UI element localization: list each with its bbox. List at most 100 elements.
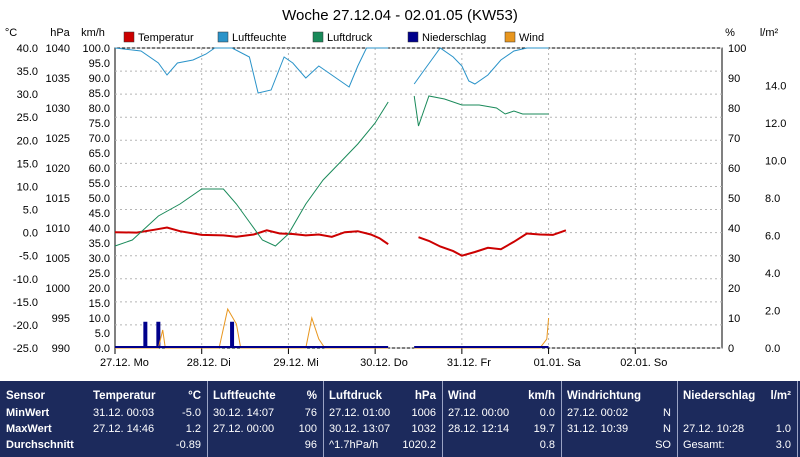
stats-cell-time: 30.12. 14:07 <box>213 407 275 419</box>
legend-label: Temperatur <box>138 32 194 44</box>
rain-tick-label: 6.0 <box>765 231 780 243</box>
niederschlag-bar <box>230 321 235 348</box>
stats-cell-value: N <box>663 423 671 435</box>
pressure-tick-label: 1030 <box>46 103 70 115</box>
temperature-tick-label: 35.0 <box>17 66 38 78</box>
wind-tick-label: 95.0 <box>89 58 110 70</box>
humidity-tick-label: 30 <box>728 253 740 265</box>
wind-tick-label: 65.0 <box>89 148 110 160</box>
niederschlag-bar <box>143 321 148 348</box>
stats-cell-value: 1006 <box>411 407 436 419</box>
temperature-tick-label: -10.0 <box>13 274 38 286</box>
wind-line <box>115 307 389 349</box>
niederschlag-bar <box>156 321 161 348</box>
stats-cell-value: N <box>663 407 671 419</box>
pressure-tick-label: 1040 <box>46 43 70 55</box>
stats-cell-time: 27.12. 00:02 <box>567 407 629 419</box>
wind-tick-label: 45.0 <box>89 208 110 220</box>
stats-cell-value: 1032 <box>411 423 436 435</box>
humidity-tick-label: 50 <box>728 193 740 205</box>
stats-column-unit: km/h <box>528 390 555 402</box>
stats-cell-value: -0.89 <box>175 439 201 451</box>
stats-column-header: Windrichtung <box>567 390 641 402</box>
wind-tick-label: 30.0 <box>89 253 110 265</box>
stats-cell-value: SO <box>655 439 671 451</box>
x-tick-label: 29.12. Mi <box>273 357 318 369</box>
wind-tick-label: 50.0 <box>89 193 110 205</box>
stats-column-luftfeuchte: Luftfeuchte% 30.12. 14:07 76 27.12. 00:00 10… <box>207 381 323 457</box>
wind-tick-label: 90.0 <box>89 73 110 85</box>
temperature-tick-label: -15.0 <box>13 297 38 309</box>
rain-tick-label: 0.0 <box>765 343 780 355</box>
pressure-tick-label: 1015 <box>46 193 70 205</box>
stats-row-label-max: MaxWert <box>6 423 52 435</box>
pressure-tick-label: 1000 <box>46 283 70 295</box>
temperatur-line <box>114 226 389 246</box>
pressure-tick-label: 995 <box>52 313 70 325</box>
wind-axis-unit: km/h <box>81 27 105 39</box>
humidity-tick-label: 90 <box>728 73 740 85</box>
temperature-axis-unit: °C <box>5 27 17 39</box>
stats-column-unit: % <box>306 390 317 402</box>
rain-tick-label: 14.0 <box>765 81 786 93</box>
stats-sensor-header: Sensor <box>6 390 45 402</box>
luftfeuchte-line <box>413 47 549 85</box>
humidity-tick-label: 100 <box>728 43 746 55</box>
stats-cell-time: 27.12. 14:46 <box>93 423 155 435</box>
temperature-tick-label: 40.0 <box>17 43 38 55</box>
legend-swatch <box>123 31 135 43</box>
stats-sensor-column: Sensor MinWert MaxWert Durchschnitt <box>0 381 88 457</box>
stats-column-niederschlag: Niederschlag l/m² 27.12. 10:28 1.0 Gesamt: 3.… <box>677 381 797 457</box>
wind-tick-label: 5.0 <box>95 328 110 340</box>
statistics-table: Sensor MinWert MaxWert Durchschnitt Temp… <box>0 381 800 457</box>
rain-tick-label: 12.0 <box>765 118 786 130</box>
pressure-tick-label: 990 <box>52 343 70 355</box>
luftdruck-line <box>413 95 549 127</box>
stats-column-header: Wind <box>448 390 476 402</box>
rain-tick-label: 10.0 <box>765 156 786 168</box>
temperatur-line <box>418 229 567 257</box>
x-tick-label: 27.12. Mo <box>100 357 149 369</box>
legend-label: Niederschlag <box>422 32 486 44</box>
pressure-tick-label: 1005 <box>46 253 70 265</box>
wind-tick-label: 40.0 <box>89 223 110 235</box>
stats-row-label-min: MinWert <box>6 407 50 419</box>
temperature-tick-label: -25.0 <box>13 343 38 355</box>
stats-cell-value: 1020.2 <box>402 439 436 451</box>
temperature-tick-label: 20.0 <box>17 135 38 147</box>
humidity-tick-label: 20 <box>728 283 740 295</box>
temperature-tick-label: 25.0 <box>17 112 38 124</box>
wind-tick-label: 15.0 <box>89 298 110 310</box>
humidity-tick-label: 60 <box>728 163 740 175</box>
temperature-tick-label: -20.0 <box>13 320 38 332</box>
stats-column-unit: °C <box>188 390 201 402</box>
stats-cell-value: 96 <box>304 439 317 451</box>
stats-cell-time: Gesamt: <box>683 439 725 451</box>
wind-tick-label: 10.0 <box>89 313 110 325</box>
humidity-tick-label: 80 <box>728 103 740 115</box>
stats-cell-value: 1.2 <box>185 423 201 435</box>
x-tick-label: 28.12. Di <box>187 357 231 369</box>
wind-tick-label: 70.0 <box>89 133 110 145</box>
stats-column-wind: Wind km/h 27.12. 00:00 0.0 28.12. 12:14 19.7 0… <box>442 381 561 457</box>
stats-cell-value: -5.0 <box>182 407 201 419</box>
temperature-tick-label: 15.0 <box>17 158 38 170</box>
wind-tick-label: 100.0 <box>82 43 110 55</box>
pressure-tick-label: 1010 <box>46 223 70 235</box>
stats-cell-value: 19.7 <box>533 423 555 435</box>
stats-column-temperatur: Temperatur °C 31.12. 00:03 -5.0 27.12. 14:46… <box>88 381 207 457</box>
temperature-tick-label: 5.0 <box>23 205 38 217</box>
stats-row-label-avg: Durchschnitt <box>6 439 74 451</box>
stats-cell-time: ^1.7hPa/h <box>329 439 379 451</box>
stats-column-unit: hPa <box>414 390 436 402</box>
stats-cell-value: 0.0 <box>539 407 555 419</box>
plot-frame <box>114 47 723 349</box>
legend-label: Luftfeuchte <box>232 32 286 44</box>
humidity-tick-label: 40 <box>728 223 740 235</box>
stats-cell-value: 3.0 <box>775 439 791 451</box>
stats-column-unit: l/m² <box>770 390 791 402</box>
stats-cell-time: 27.12. 01:00 <box>329 407 391 419</box>
stats-cell-time: 27.12. 00:00 <box>213 423 275 435</box>
stats-column-luftdruck: Luftdruck hPa 27.12. 01:00 1006 30.12. 13:07… <box>323 381 442 457</box>
stats-cell-time: 30.12. 13:07 <box>329 423 391 435</box>
